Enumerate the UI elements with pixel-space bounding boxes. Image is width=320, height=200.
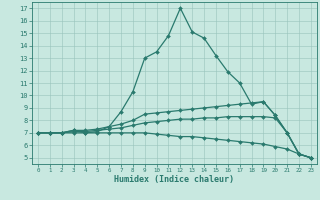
X-axis label: Humidex (Indice chaleur): Humidex (Indice chaleur)	[115, 175, 234, 184]
